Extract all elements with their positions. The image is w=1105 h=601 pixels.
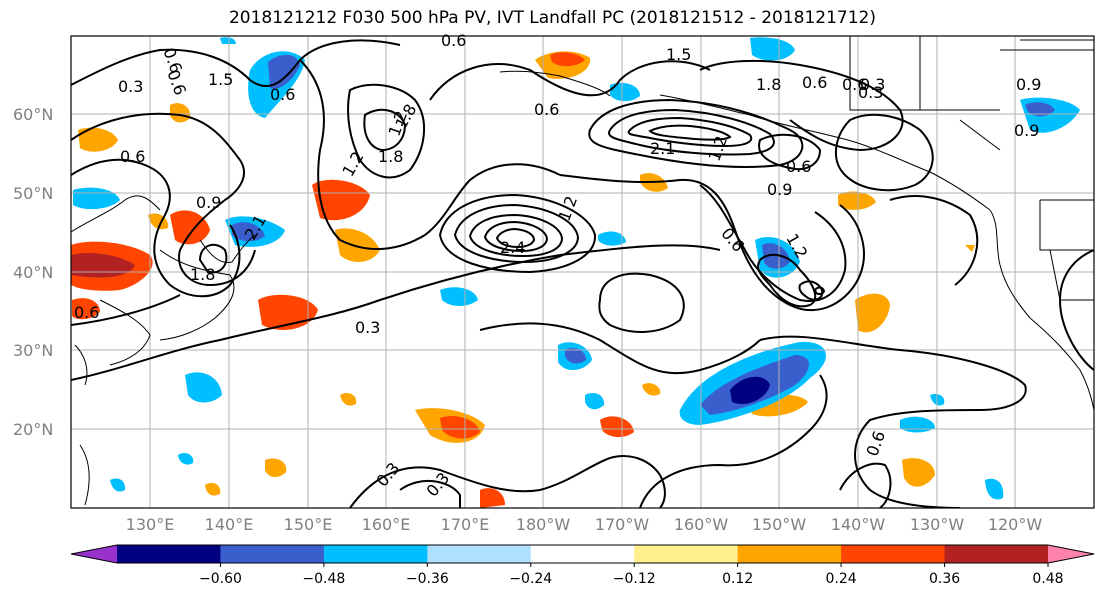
lon-label: 130°W (910, 515, 965, 534)
colorbar-swatch (427, 545, 532, 563)
lon-label: 160°W (674, 515, 729, 534)
colorbar-tick-label: −0.12 (613, 571, 656, 587)
contour-label: 2.1 (650, 139, 675, 158)
pv-contours (71, 39, 1094, 508)
colorbar-extend-max (1048, 545, 1094, 563)
contour-label: 1.8 (190, 265, 215, 284)
lat-label: 40°N (13, 263, 53, 282)
plot-title: 2018121212 F030 500 hPa PV, IVT Landfall… (228, 8, 876, 28)
contour-label: 0.6 (802, 73, 827, 92)
colorbar-swatch (323, 545, 428, 563)
contour-label: 0.6 (534, 100, 559, 119)
shading-layer (71, 37, 1080, 508)
graticule (71, 36, 1094, 508)
colorbar-tick-label: 0.36 (929, 571, 960, 587)
colorbar-tick-label: −0.36 (406, 571, 449, 587)
lon-label: 180°W (516, 515, 571, 534)
contour-label: 0.6 (74, 303, 99, 322)
contour-label: 1.8 (756, 75, 781, 94)
contour-label: 0.6 (786, 157, 811, 176)
colorbar-tick-label: 0.12 (722, 571, 753, 587)
colorbar-swatch (220, 545, 325, 563)
contour-label: 0.9 (767, 180, 792, 199)
contour-label: 0.6 (441, 31, 466, 50)
colorbar-swatch (634, 545, 739, 563)
contour-label: 1.8 (378, 147, 403, 166)
colorbar-swatch (530, 545, 635, 563)
colorbar-extend-min (71, 545, 117, 563)
colorbar-swatch (944, 545, 1049, 563)
contour-label: 2.4 (500, 238, 525, 257)
latitude-labels: 60°N 50°N 40°N 30°N 20°N (13, 105, 53, 439)
contour-label: 0.3 (860, 75, 885, 94)
lon-label: 160°E (362, 515, 411, 534)
lon-label: 150°E (284, 515, 333, 534)
lon-label: 170°W (595, 515, 650, 534)
contour-label: 0.9 (1014, 121, 1039, 140)
lon-label: 120°W (988, 515, 1043, 534)
lat-label: 50°N (13, 184, 53, 203)
map-border (70, 35, 1095, 509)
contour-label: 0.3 (355, 318, 380, 337)
contour-label: 0.6 (120, 147, 145, 166)
contour-label: 0.9 (1016, 75, 1041, 94)
lon-label: 170°E (441, 515, 490, 534)
contour-label: 1.5 (208, 70, 233, 89)
colorbar-swatch (841, 545, 946, 563)
contour-label: 0.6 (842, 75, 867, 94)
colorbar-swatch (117, 545, 221, 563)
contour-label: 0.3 (118, 77, 143, 96)
contour-label: 0.3 (858, 83, 883, 102)
contour-label: 0.9 (196, 193, 221, 212)
contour-label: 1.5 (666, 45, 691, 64)
colorbar-tick-label: −0.60 (199, 571, 242, 587)
lon-label: 150°W (752, 515, 807, 534)
contour-label: 0.6 (270, 85, 295, 104)
lat-label: 60°N (13, 105, 53, 124)
colorbar: −0.60 −0.48 −0.36 −0.24 −0.12 0.12 0.24 0.36 0.4… (70, 544, 1095, 587)
colorbar-tick-label: −0.48 (302, 571, 345, 587)
colorbar-tick-label: −0.24 (509, 571, 552, 587)
colorbar-tick-label: 0.24 (826, 571, 857, 587)
lat-label: 20°N (13, 420, 53, 439)
lon-label: 140°E (205, 515, 254, 534)
lon-label: 130°E (126, 515, 175, 534)
lat-label: 30°N (13, 341, 53, 360)
colorbar-swatch (737, 545, 842, 563)
colorbar-tick-label: 0.48 (1032, 571, 1063, 587)
longitude-labels: 130°E 140°E 150°E 160°E 170°E 180°W 170°… (126, 515, 1043, 534)
colorbar-outline (70, 544, 1095, 564)
lon-label: 140°W (831, 515, 886, 534)
